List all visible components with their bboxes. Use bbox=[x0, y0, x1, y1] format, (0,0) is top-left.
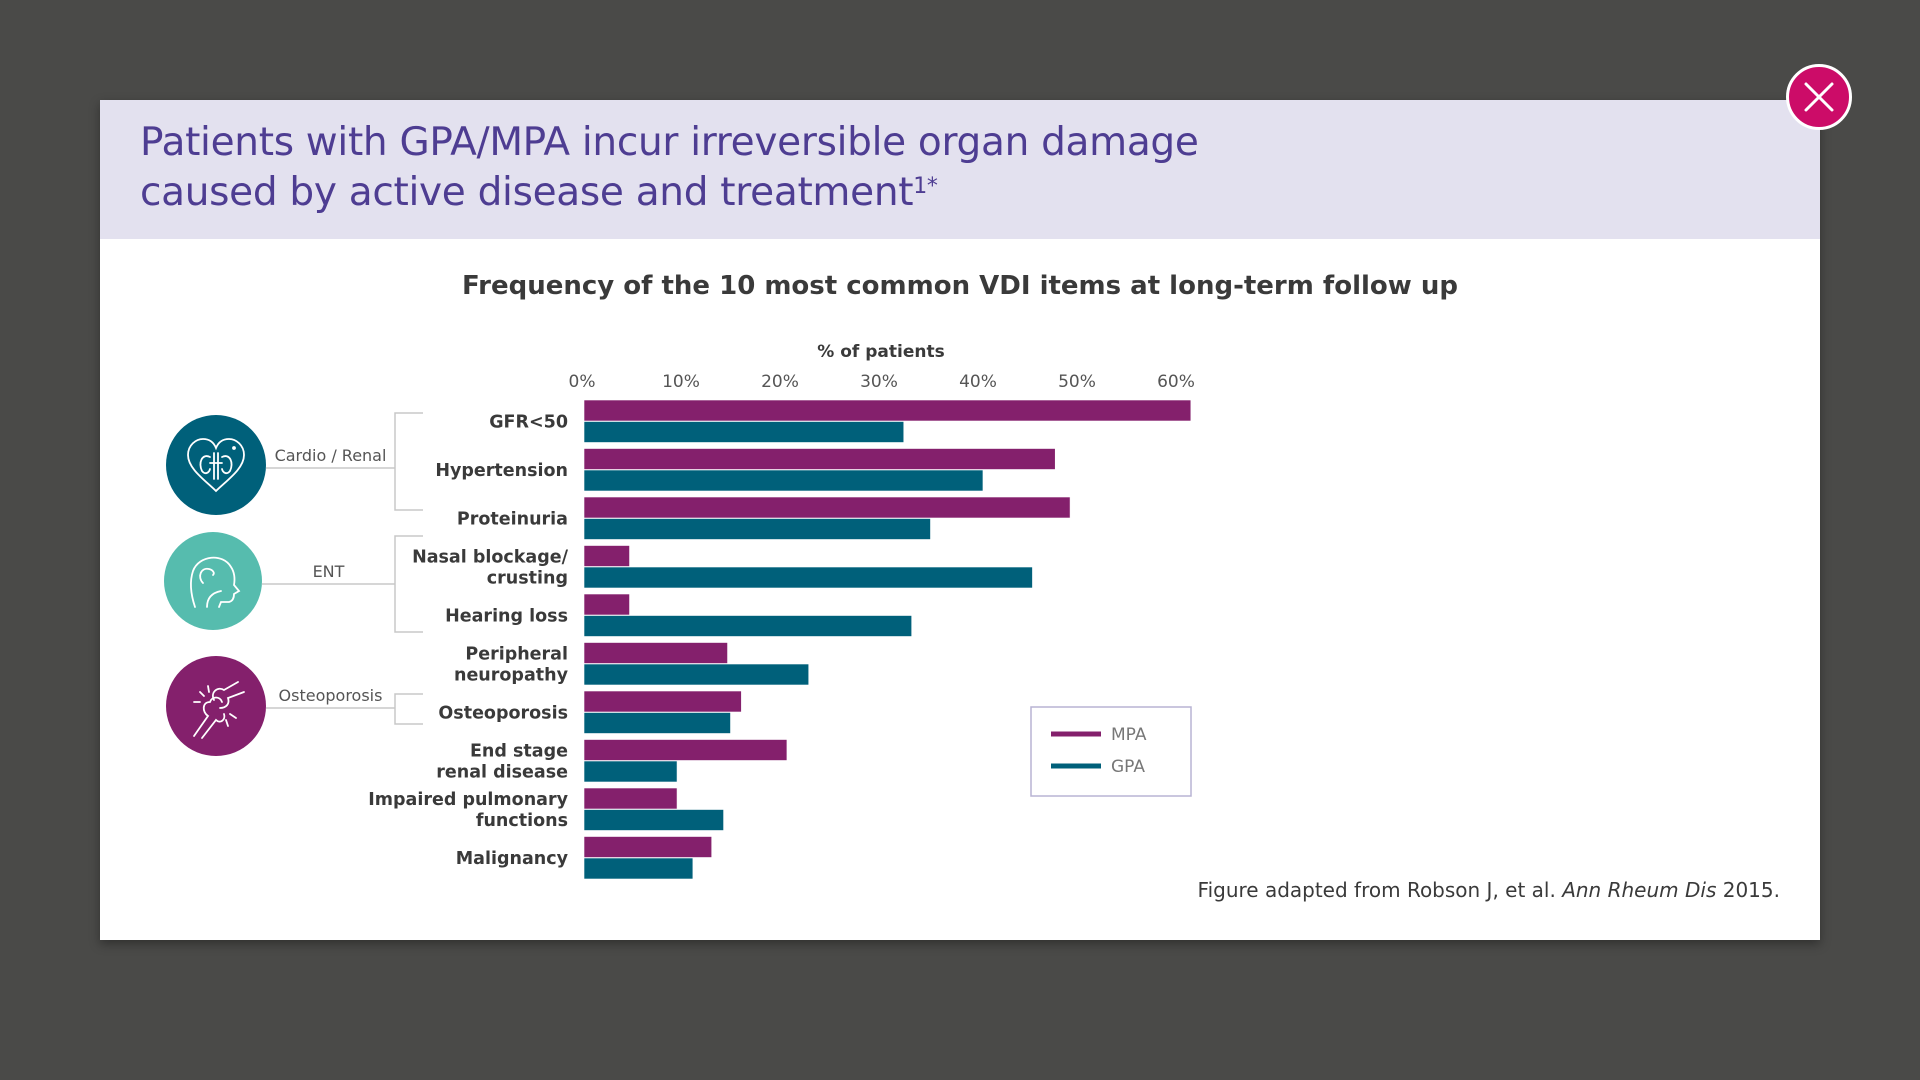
page-title: Patients with GPA/MPA incur irreversible… bbox=[140, 118, 1440, 218]
legend-box bbox=[1030, 706, 1192, 797]
bar-gpa bbox=[583, 809, 724, 831]
bone-joint-icon bbox=[193, 681, 245, 739]
modal-panel: Patients with GPA/MPA incur irreversible… bbox=[100, 100, 1820, 940]
bar-mpa bbox=[583, 496, 1071, 519]
bone-joint-circle bbox=[166, 656, 266, 756]
title-superscript: 1* bbox=[913, 174, 938, 199]
bar-gpa bbox=[583, 663, 810, 686]
category-label: Malignancy bbox=[456, 849, 569, 869]
group-bracket bbox=[394, 412, 423, 511]
bar-mpa bbox=[583, 787, 678, 810]
category-label: Proteinuria bbox=[457, 510, 568, 530]
x-tick-label: 30% bbox=[860, 372, 898, 392]
bar-mpa bbox=[583, 593, 630, 616]
bar-mpa bbox=[583, 642, 728, 664]
bar-gpa bbox=[583, 469, 984, 492]
x-tick-label: 20% bbox=[761, 372, 799, 392]
header-band: Patients with GPA/MPA incur irreversible… bbox=[100, 100, 1820, 239]
x-tick-label: 50% bbox=[1058, 372, 1096, 392]
head-profile-circle bbox=[164, 532, 262, 630]
group-bracket bbox=[394, 693, 423, 725]
group-label: Cardio / Renal bbox=[275, 446, 387, 465]
head-profile-icon bbox=[189, 556, 241, 608]
bar-mpa bbox=[583, 836, 713, 858]
title-line-1: Patients with GPA/MPA incur irreversible… bbox=[140, 120, 1199, 165]
x-tick-label: 60% bbox=[1157, 372, 1195, 392]
bar-gpa bbox=[583, 857, 694, 880]
heart-kidney-icon bbox=[187, 438, 245, 493]
x-tick-label: 10% bbox=[662, 372, 700, 392]
bar-mpa bbox=[583, 545, 630, 567]
category-label: Hypertension bbox=[435, 461, 568, 481]
title-line-2: caused by active disease and treatment bbox=[140, 170, 914, 215]
bar-mpa bbox=[583, 739, 788, 761]
bar-gpa bbox=[583, 421, 905, 443]
bar-gpa bbox=[583, 615, 912, 637]
category-label: Hearing loss bbox=[445, 607, 568, 627]
bar-gpa bbox=[583, 760, 678, 783]
legend-label-gpa: GPA bbox=[1111, 757, 1145, 777]
category-label: Nasal blockage/ bbox=[412, 548, 569, 568]
source-prefix: Figure adapted from Robson J, et al. bbox=[1197, 878, 1563, 902]
category-label: Osteoporosis bbox=[438, 704, 568, 724]
category-label: GFR<50 bbox=[489, 413, 568, 433]
bar-gpa bbox=[583, 712, 731, 734]
category-label: crusting bbox=[487, 569, 568, 589]
x-axis-label: % of patients bbox=[817, 342, 944, 362]
group-label: ENT bbox=[313, 562, 345, 581]
category-label: neuropathy bbox=[454, 666, 569, 686]
category-label: End stage bbox=[470, 742, 568, 762]
bar-mpa bbox=[583, 690, 742, 713]
category-label: renal disease bbox=[436, 763, 568, 783]
category-label: functions bbox=[476, 811, 568, 831]
close-icon bbox=[1804, 82, 1834, 112]
bar-chart: % of patients 0% 10% 20% 30% 40% 50% 60% GFR<50 H… bbox=[164, 342, 1195, 880]
bar-gpa bbox=[583, 566, 1033, 589]
category-label: Impaired pulmonary bbox=[368, 790, 568, 810]
group-label: Osteoporosis bbox=[279, 686, 383, 705]
heart-kidney-circle bbox=[166, 415, 266, 515]
category-label: Peripheral bbox=[465, 645, 568, 665]
x-tick-label: 0% bbox=[569, 372, 596, 392]
source-suffix: 2015. bbox=[1716, 878, 1780, 902]
close-button[interactable] bbox=[1786, 64, 1852, 130]
x-tick-label: 40% bbox=[959, 372, 997, 392]
bar-mpa bbox=[583, 448, 1056, 470]
bar-mpa bbox=[583, 399, 1192, 422]
source-journal: Ann Rheum Dis bbox=[1562, 878, 1717, 902]
legend-label-mpa: MPA bbox=[1111, 725, 1147, 745]
chart-title: Frequency of the 10 most common VDI item… bbox=[462, 271, 1458, 301]
group-bracket bbox=[394, 535, 423, 633]
source-citation: Figure adapted from Robson J, et al. Ann… bbox=[1198, 878, 1780, 902]
bar-gpa bbox=[583, 518, 931, 540]
